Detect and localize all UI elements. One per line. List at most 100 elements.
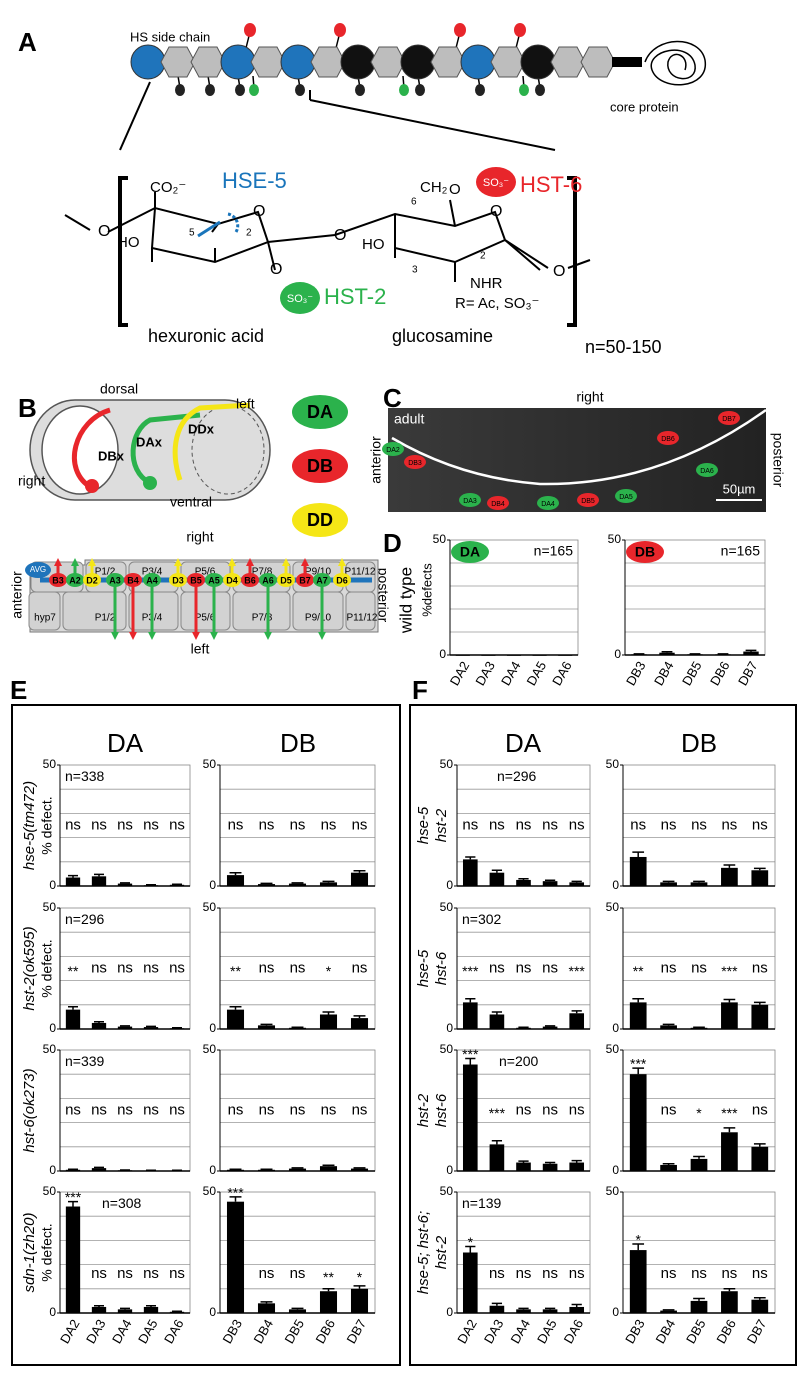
bar: [66, 878, 80, 886]
carbon-number: 3: [412, 265, 418, 276]
significance: ns: [721, 1265, 737, 1282]
y-tick-label: 0: [209, 1163, 216, 1177]
y-tick-label: 50: [203, 1042, 217, 1056]
error-bar: [323, 881, 335, 882]
y-tick-label: 50: [203, 1184, 217, 1198]
significance: ns: [91, 1101, 107, 1118]
y-tick-label: 0: [446, 1021, 453, 1035]
error-bar: [693, 1156, 705, 1158]
significance: ns: [516, 1265, 532, 1282]
glucosamine: [401, 45, 435, 79]
bar: [533, 655, 547, 656]
legend-label: DA: [307, 402, 333, 422]
x-tick-label: DB5: [281, 1317, 307, 1346]
bar: [660, 882, 677, 886]
error-bar: [632, 852, 644, 857]
x-tick-label: DA5: [534, 1317, 560, 1346]
x-tick-label: DB6: [312, 1317, 338, 1346]
bar: [751, 870, 768, 886]
ring-o: O: [334, 227, 346, 244]
n-label: n=296: [497, 768, 537, 784]
nhr: NHR: [470, 275, 503, 292]
x-tick-label: DA4: [498, 659, 524, 688]
chart-title: DA: [460, 544, 480, 560]
x-tick-label: DB4: [250, 1317, 276, 1346]
bar: [630, 1074, 647, 1171]
x-tick-label: DA6: [561, 1317, 587, 1346]
cell-label: DA2: [386, 447, 400, 454]
significance: ns: [489, 816, 505, 833]
bar: [351, 1018, 368, 1029]
y-tick-label: 0: [612, 1021, 619, 1035]
x-tick-label: DB4: [651, 659, 677, 688]
linker: [612, 57, 642, 67]
bar: [516, 1309, 531, 1313]
error-bar: [465, 999, 475, 1003]
cell: [181, 592, 230, 630]
significance: ns: [290, 959, 306, 976]
bar: [258, 1303, 275, 1313]
significance: ns: [721, 816, 737, 833]
neuron-label: A3: [109, 575, 121, 585]
map-label: anterior: [9, 571, 25, 619]
significance: ns: [542, 1101, 558, 1118]
error-bar: [465, 857, 475, 859]
column-header: DA: [505, 728, 542, 758]
carbon-number: 2: [246, 228, 252, 239]
error-bar: [492, 1141, 502, 1145]
bar: [118, 1309, 132, 1313]
error-bar: [120, 883, 130, 884]
tube-label: DDx: [188, 421, 215, 436]
error-bar: [323, 1012, 335, 1014]
significance: ns: [143, 1265, 159, 1282]
x-tick-label: DB3: [623, 659, 649, 688]
significance: ns: [169, 1101, 185, 1118]
unit-label: % defect.: [39, 939, 55, 997]
significance: ns: [352, 816, 368, 833]
bar: [516, 880, 531, 886]
y-tick-label: 50: [440, 757, 454, 771]
glucosamine: [341, 45, 375, 79]
uronic-acid: [131, 45, 165, 79]
column-header: DA: [107, 728, 144, 758]
y-tick-label: 0: [209, 878, 216, 892]
neuron-label: D6: [336, 575, 348, 585]
row-label: hst-6(ok273): [21, 1068, 38, 1152]
n-label: n=139: [462, 1195, 502, 1211]
bar: [660, 1165, 677, 1171]
sulfate-green: [399, 84, 409, 96]
map-label: right: [186, 529, 213, 545]
tube-label: DBx: [98, 448, 125, 463]
error-bar: [662, 652, 673, 653]
panel-letter: B: [18, 393, 37, 423]
ring-o: O: [553, 263, 565, 280]
significance: ns: [321, 816, 337, 833]
side-label: right: [576, 389, 603, 405]
sulfate-green: [519, 84, 529, 96]
x-tick-label: DA6: [549, 659, 575, 688]
significance: ns: [65, 816, 81, 833]
r-group: R= Ac, SO₃⁻: [455, 295, 539, 312]
y-tick-label: 50: [606, 1184, 620, 1198]
bar: [721, 1291, 738, 1313]
x-tick-label: DA2: [57, 1317, 83, 1346]
error-bar: [146, 1306, 156, 1307]
arrow-head: [111, 632, 119, 640]
hexose: [551, 47, 585, 77]
significance: **: [68, 963, 79, 979]
significance: ns: [290, 1265, 306, 1282]
significance: ns: [489, 1265, 505, 1282]
row-label: hst-2: [433, 1235, 450, 1269]
acetyl: [475, 84, 485, 96]
panel-c: C 50µm adult right anterior posterior DA…: [368, 383, 787, 512]
sugar-label: glucosamine: [392, 326, 493, 346]
error-bar: [545, 1163, 555, 1164]
sulfate-red: [334, 23, 346, 37]
neuron-label: B7: [299, 575, 311, 585]
bar: [463, 1253, 478, 1314]
enzyme-hst2: HST-2: [324, 284, 386, 309]
error-bar: [230, 1007, 242, 1010]
x-tick-label: DA5: [135, 1317, 161, 1346]
cell-label: DB6: [661, 436, 675, 443]
ring-o: O: [449, 181, 461, 198]
